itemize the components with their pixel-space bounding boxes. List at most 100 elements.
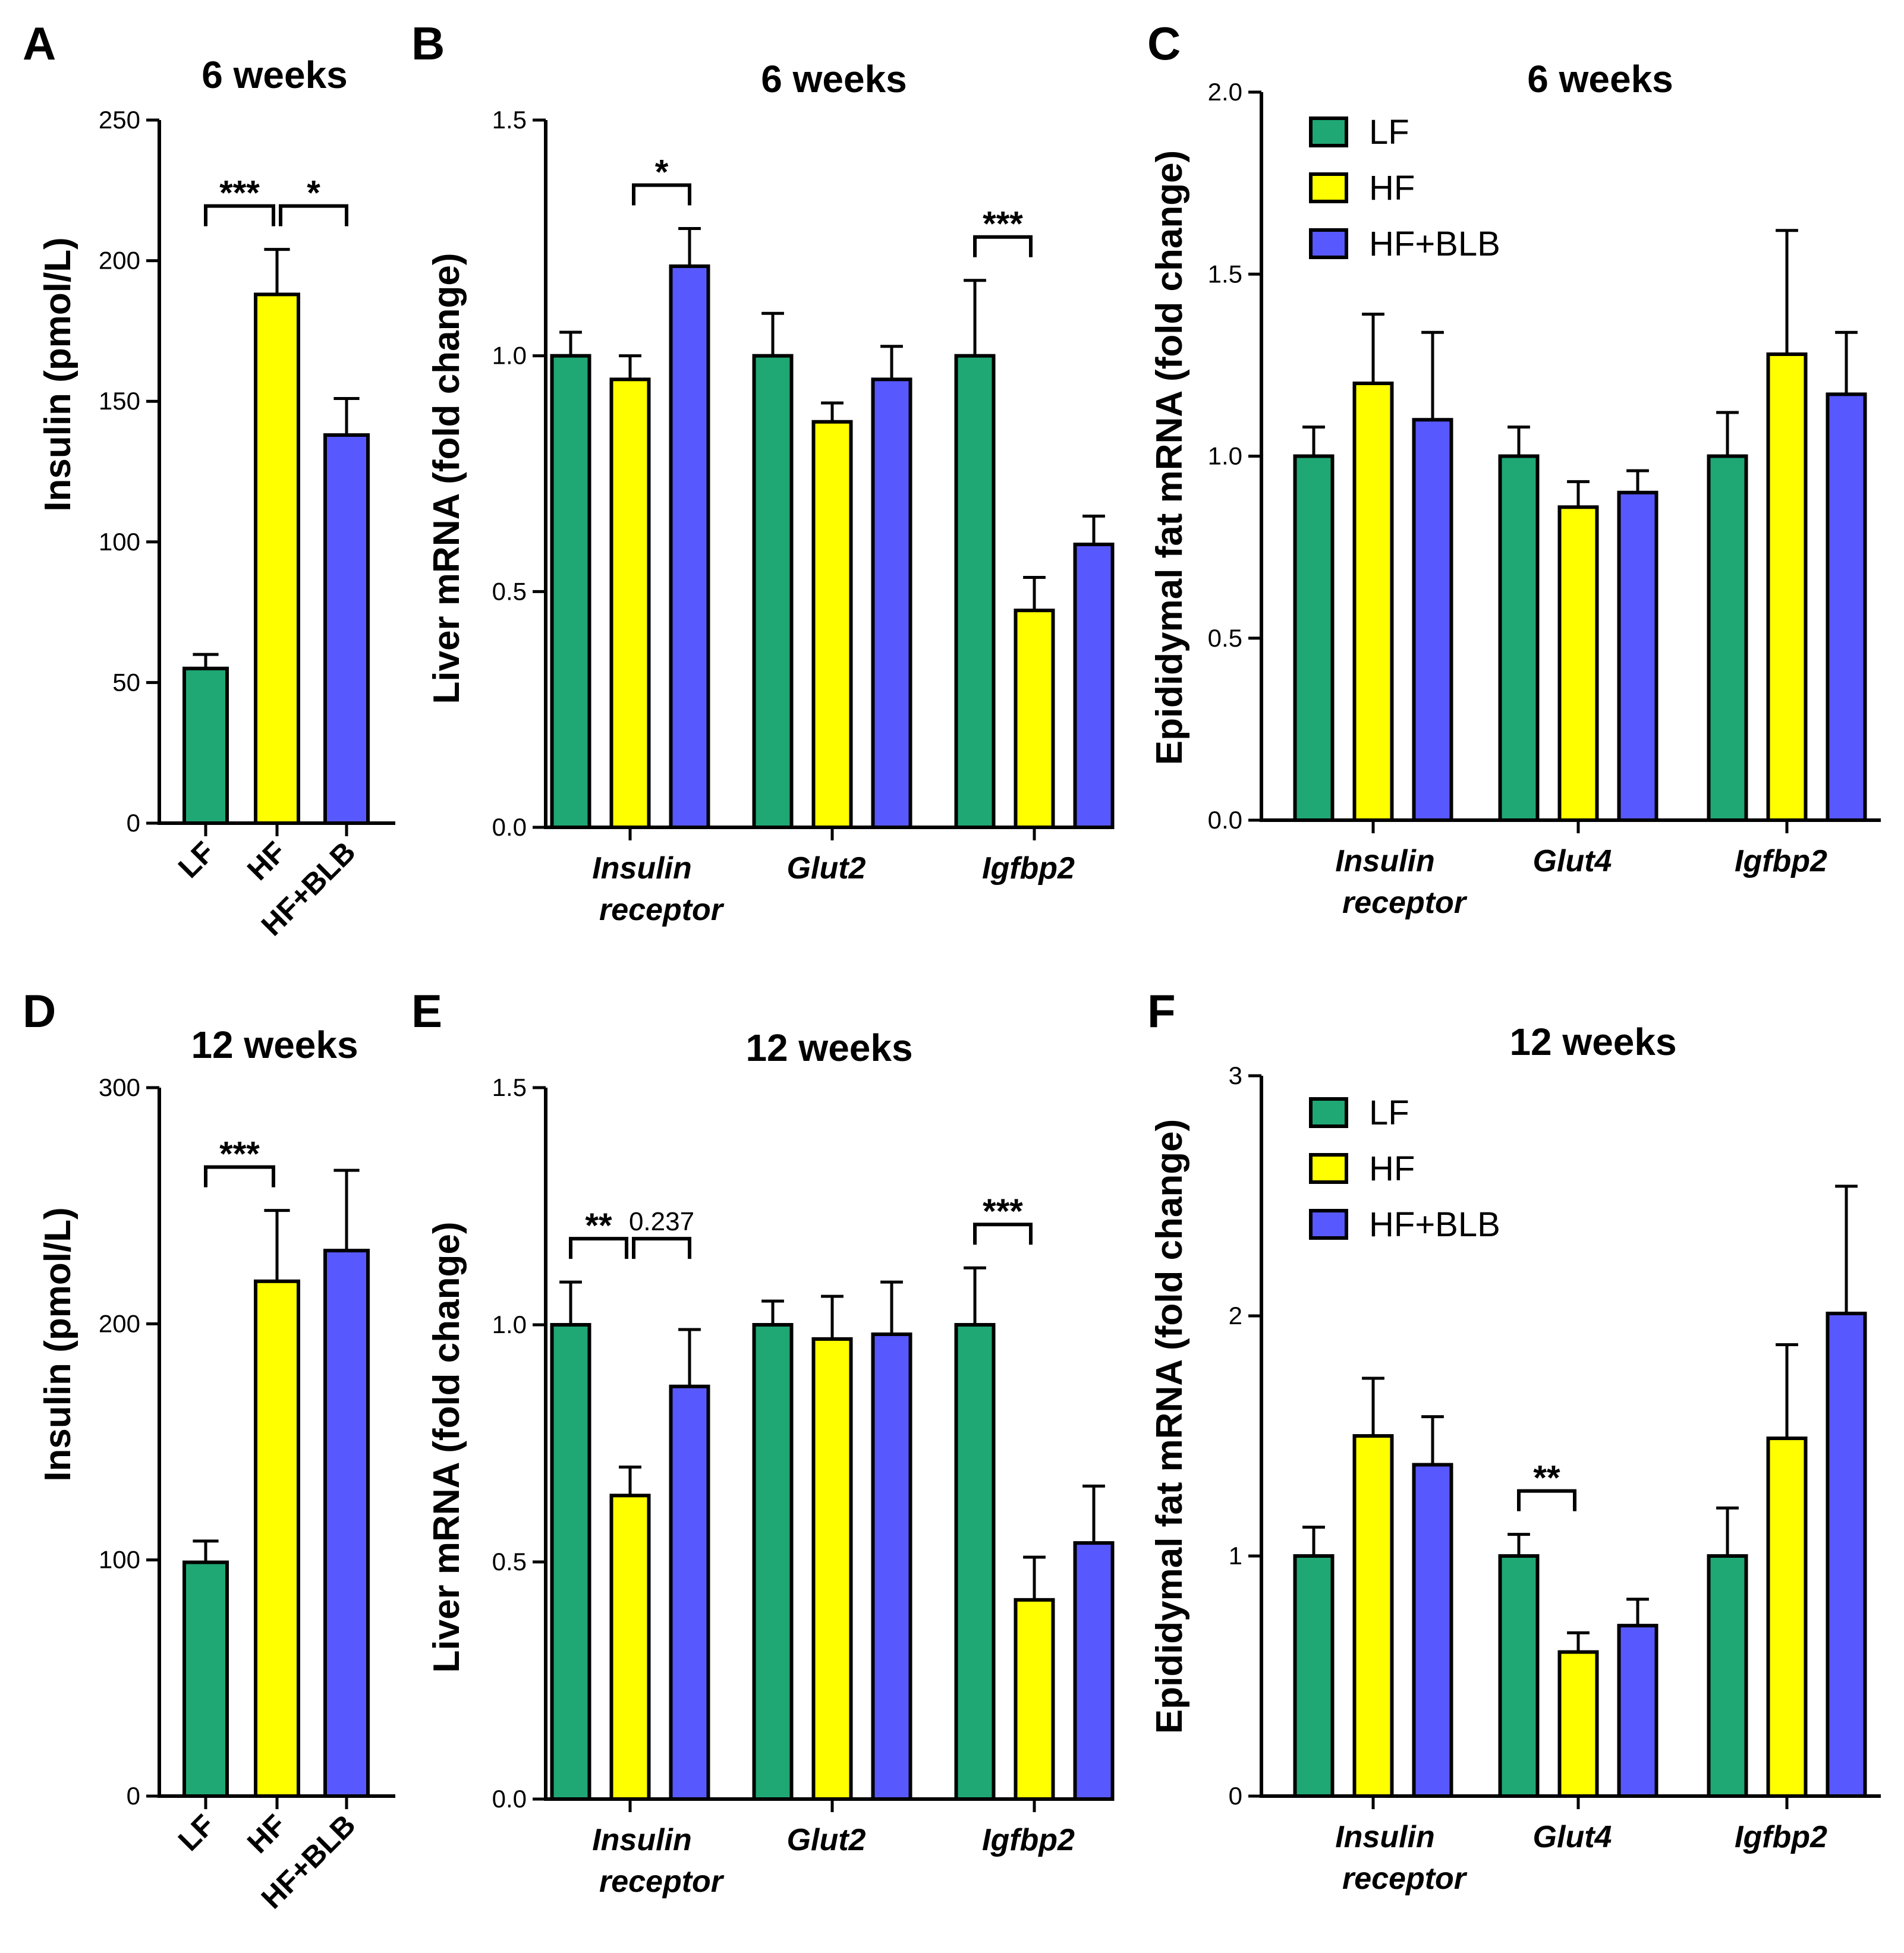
significance-1-bracket: [973, 235, 1033, 257]
y-tick-label: 0: [1229, 1782, 1242, 1810]
x-category-label: Igfbp2: [982, 1823, 1075, 1857]
legend-swatch: [1309, 228, 1348, 259]
bar-lf: [182, 666, 229, 825]
bar-hf: [1557, 505, 1599, 822]
bar-lf: [752, 354, 794, 829]
bar-hf: [1352, 382, 1394, 822]
panel-letter: B: [411, 17, 445, 70]
bar-lf: [954, 1323, 996, 1801]
y-tick-label: 0.5: [492, 1548, 527, 1576]
bar-hfblb: [1073, 543, 1115, 829]
panel-letter: E: [411, 985, 442, 1037]
chart-title: 12 weeks: [1509, 1020, 1676, 1063]
bar-hfblb: [1826, 1311, 1867, 1798]
bar-lf: [550, 354, 591, 829]
y-tick-label: 1.0: [1208, 442, 1242, 470]
significance-0-label: ***: [219, 174, 260, 213]
chart-title: 12 weeks: [745, 1026, 912, 1069]
legend-label: HF: [1369, 1149, 1415, 1188]
bar-hfblb: [1412, 418, 1453, 822]
y-tick-label: 150: [99, 387, 140, 415]
chart-title: 6 weeks: [761, 58, 907, 100]
y-tick-label: 100: [99, 1546, 140, 1574]
legend-label: HF+BLB: [1369, 1205, 1500, 1244]
significance-1-bracket: [279, 204, 348, 226]
x-tick-label: LF: [172, 835, 221, 884]
significance-0-bracket: [632, 183, 691, 206]
bar-lf: [954, 354, 996, 829]
significance-0-bracket: [204, 204, 275, 226]
y-tick-label: 1: [1229, 1542, 1242, 1570]
x-tick-label: HF: [241, 835, 292, 887]
significance-0-label: **: [1533, 1459, 1560, 1498]
y-tick-label: 250: [99, 106, 140, 134]
y-tick-label: 3: [1229, 1061, 1242, 1089]
chart-title: 6 weeks: [202, 53, 348, 96]
panel-e: E 12 weeks Liver mRNA (fold change) 0.0 0.5 1…: [411, 985, 1115, 1899]
legend-label: LF: [1369, 1094, 1409, 1132]
legend-swatch: [1309, 1209, 1348, 1240]
y-tick-label: 0.5: [492, 577, 527, 605]
panel-c: C 6 weeks Epididymal fat mRNA (fold change…: [1147, 17, 1881, 920]
legend-label: HF: [1369, 169, 1415, 207]
x-category-label: receptor: [599, 893, 725, 927]
bar-hfblb: [669, 1384, 710, 1801]
significance-1-bracket: [632, 1237, 691, 1259]
y-axis-label: Liver mRNA (fold change): [426, 1222, 467, 1673]
bar-hfblb: [871, 1332, 912, 1801]
x-category-label: Igfbp2: [1735, 844, 1827, 878]
bar-hf: [1557, 1650, 1599, 1798]
y-tick-label: 100: [99, 528, 140, 556]
y-tick-label: 0.0: [492, 813, 527, 841]
bar-lf: [1498, 454, 1540, 822]
y-tick-label: 1.0: [492, 342, 527, 370]
bar-hf: [1014, 1598, 1055, 1801]
x-category-label: Insulin: [592, 1823, 692, 1857]
x-category-label: Insulin: [1335, 1820, 1435, 1854]
y-tick-label: 0.5: [1208, 624, 1242, 652]
y-tick-label: 2.0: [1208, 78, 1242, 106]
x-category-label: Insulin: [592, 851, 692, 886]
bar-hf: [1014, 609, 1055, 829]
significance-2-label: ***: [983, 1192, 1023, 1231]
bar-lf: [1293, 1554, 1335, 1798]
bar-hfblb: [323, 1249, 370, 1798]
y-tick-label: 1.5: [1208, 260, 1242, 288]
significance-1-label: ***: [983, 205, 1023, 244]
panel-letter: F: [1147, 985, 1176, 1037]
y-axis-label: Epididymal fat mRNA (fold change): [1149, 1119, 1190, 1734]
bar-hf: [811, 1337, 853, 1801]
significance-0-bracket: [569, 1237, 628, 1259]
y-tick-label: 50: [112, 668, 140, 696]
bar-lf: [1498, 1554, 1540, 1798]
legend-label: HF+BLB: [1369, 225, 1500, 263]
significance-2-bracket: [973, 1223, 1033, 1245]
bar-lf: [1707, 1554, 1748, 1798]
legend-label: LF: [1369, 113, 1409, 152]
x-category-label: Glut2: [787, 851, 866, 886]
bar-lf: [752, 1323, 794, 1801]
x-category-label: receptor: [1342, 886, 1468, 920]
bar-hfblb: [1073, 1541, 1115, 1801]
x-category-label: receptor: [1342, 1861, 1468, 1896]
y-axis-label: Insulin (pmol/L): [37, 237, 78, 512]
legend-swatch: [1309, 1153, 1348, 1184]
bar-lf: [1707, 454, 1748, 822]
y-tick-label: 300: [99, 1073, 140, 1101]
panel-letter: C: [1147, 17, 1181, 70]
legend-swatch: [1309, 1097, 1348, 1128]
panel-b: B 6 weeks Liver mRNA (fold change) 0.0 0.5 1.…: [411, 17, 1115, 927]
bar-hfblb: [1617, 490, 1658, 822]
bar-hfblb: [669, 264, 710, 829]
panel-letter: D: [23, 985, 56, 1037]
y-tick-label: 0.0: [492, 1785, 527, 1813]
x-category-label: Insulin: [1335, 844, 1435, 878]
bar-hf: [254, 292, 300, 826]
bar-hfblb: [1826, 392, 1867, 822]
x-category-label: Igfbp2: [982, 851, 1075, 886]
bar-lf: [1293, 454, 1335, 822]
panel-a: A 6 weeks Insulin (pmol/L) 0 50 100 150 200 250 L…: [23, 17, 395, 942]
panel-f: F 12 weeks Epididymal fat mRNA (fold chang…: [1147, 985, 1881, 1896]
bar-hf: [811, 420, 853, 829]
